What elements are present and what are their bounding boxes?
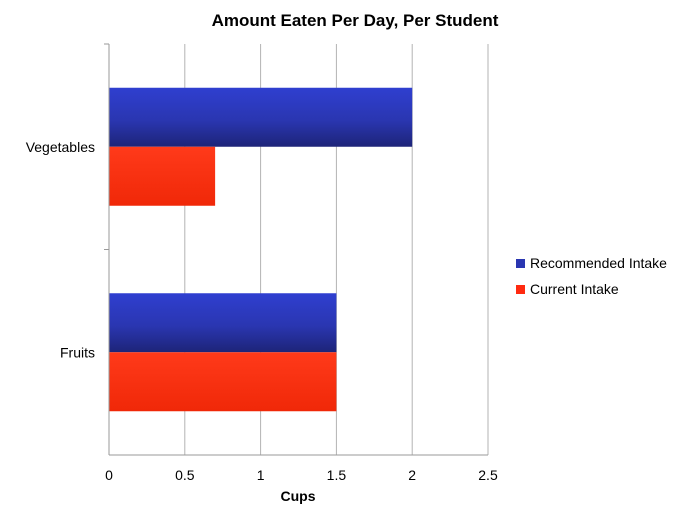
legend: Recommended Intake Current Intake — [516, 255, 667, 297]
bar-fruits-recommended — [109, 293, 337, 353]
x-tick-label: 1 — [257, 467, 265, 483]
x-tick-label: 0 — [105, 467, 113, 483]
chart-title: Amount Eaten Per Day, Per Student — [212, 11, 499, 30]
bars — [109, 87, 413, 412]
legend-label: Current Intake — [530, 281, 619, 297]
axes — [104, 43, 488, 456]
legend-swatch — [516, 259, 525, 268]
bar-vegetables-current — [109, 146, 216, 206]
category-label: Fruits — [60, 344, 95, 360]
category-label: Vegetables — [26, 139, 95, 155]
x-tick-label: 2 — [408, 467, 416, 483]
x-tick-labels: 0 0.5 1 1.5 2 2.5 — [105, 467, 498, 483]
legend-label: Recommended Intake — [530, 255, 667, 271]
bar-fruits-current — [109, 352, 337, 412]
x-axis-title: Cups — [281, 488, 316, 504]
legend-swatch — [516, 285, 525, 294]
x-tick-label: 1.5 — [327, 467, 347, 483]
category-labels: Vegetables Fruits — [26, 139, 95, 361]
bar-vegetables-recommended — [109, 87, 413, 147]
x-tick-label: 2.5 — [478, 467, 498, 483]
x-tick-label: 0.5 — [175, 467, 195, 483]
